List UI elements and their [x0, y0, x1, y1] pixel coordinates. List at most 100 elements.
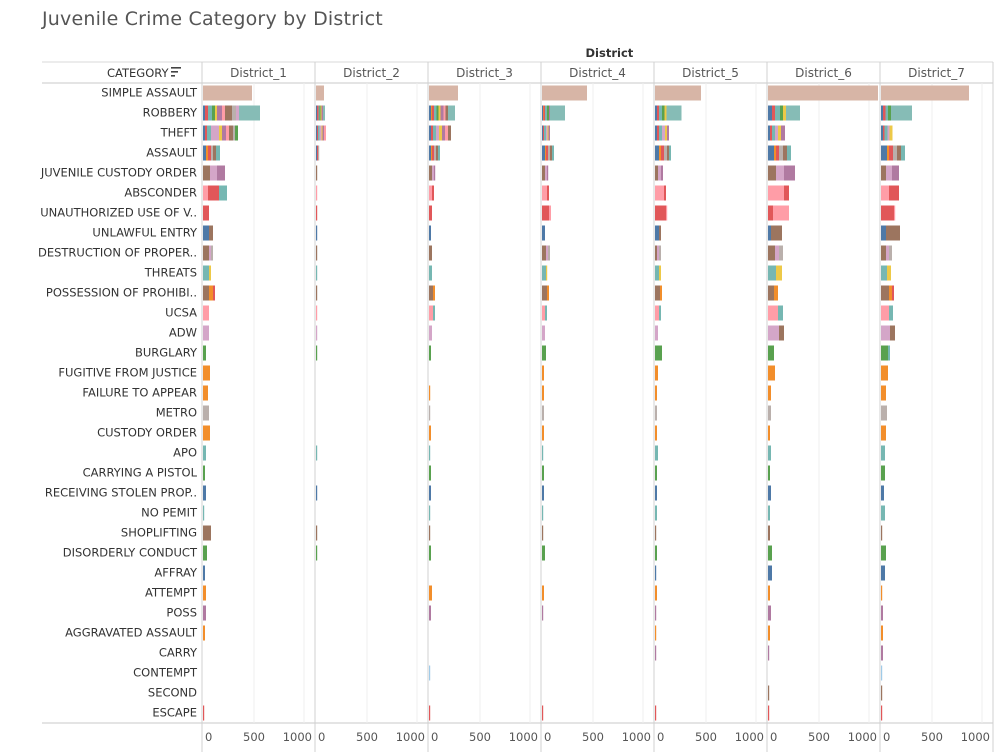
bar-segment[interactable]: [669, 145, 671, 161]
bar-segment[interactable]: [316, 485, 318, 501]
bar-segment[interactable]: [768, 125, 770, 141]
bar-segment[interactable]: [883, 105, 886, 121]
bar-segment[interactable]: [429, 545, 431, 561]
bar-segment[interactable]: [655, 525, 657, 541]
bar-segment[interactable]: [316, 205, 318, 221]
bar-segment[interactable]: [661, 145, 664, 161]
bar-segment[interactable]: [436, 125, 439, 141]
bar-segment[interactable]: [768, 625, 770, 641]
bar-segment[interactable]: [655, 345, 662, 361]
bar-segment[interactable]: [881, 345, 888, 361]
bar-segment[interactable]: [881, 185, 889, 201]
bar-segment[interactable]: [881, 125, 883, 141]
bar-segment[interactable]: [429, 665, 431, 681]
bar-segment[interactable]: [205, 125, 207, 141]
bar-segment[interactable]: [323, 105, 325, 121]
bar-segment[interactable]: [203, 385, 208, 401]
bar-segment[interactable]: [542, 225, 545, 241]
bar-segment[interactable]: [429, 285, 433, 301]
bar-segment[interactable]: [429, 165, 432, 181]
bar-segment[interactable]: [665, 125, 667, 141]
bar-segment[interactable]: [542, 485, 544, 501]
bar-segment[interactable]: [655, 305, 659, 321]
bar-segment[interactable]: [436, 105, 439, 121]
bar-segment[interactable]: [438, 145, 440, 161]
bar-segment[interactable]: [316, 105, 318, 121]
bar-segment[interactable]: [768, 705, 770, 721]
bar-segment[interactable]: [886, 225, 900, 241]
bar-segment[interactable]: [217, 165, 225, 181]
bar-segment[interactable]: [438, 105, 441, 121]
bar-segment[interactable]: [203, 205, 209, 221]
bar-segment[interactable]: [550, 105, 565, 121]
bar-segment[interactable]: [768, 585, 770, 601]
bar-segment[interactable]: [434, 165, 436, 181]
bar-segment[interactable]: [317, 125, 319, 141]
bar-segment[interactable]: [655, 185, 664, 201]
bar-segment[interactable]: [772, 125, 775, 141]
bar-segment[interactable]: [542, 405, 544, 421]
bar-segment[interactable]: [768, 305, 778, 321]
bar-segment[interactable]: [545, 145, 547, 161]
bar-segment[interactable]: [770, 125, 772, 141]
bar-segment[interactable]: [891, 105, 912, 121]
bar-segment[interactable]: [543, 125, 545, 141]
bar-segment[interactable]: [203, 165, 210, 181]
bar-segment[interactable]: [316, 85, 324, 101]
bar-segment[interactable]: [784, 165, 795, 181]
bar-segment[interactable]: [203, 345, 206, 361]
bar-segment[interactable]: [211, 245, 213, 261]
bar-segment[interactable]: [655, 645, 657, 661]
bar-segment[interactable]: [886, 165, 892, 181]
bar-segment[interactable]: [778, 305, 783, 321]
bar-segment[interactable]: [225, 105, 232, 121]
bar-segment[interactable]: [667, 145, 669, 161]
bar-segment[interactable]: [783, 145, 787, 161]
bar-segment[interactable]: [889, 125, 893, 141]
bar-segment[interactable]: [655, 565, 657, 581]
bar-segment[interactable]: [321, 105, 324, 121]
bar-segment[interactable]: [542, 105, 544, 121]
bar-segment[interactable]: [881, 485, 884, 501]
bar-segment[interactable]: [881, 605, 883, 621]
bar-segment[interactable]: [881, 285, 889, 301]
bar-segment[interactable]: [542, 205, 549, 221]
bar-segment[interactable]: [881, 225, 886, 241]
bar-segment[interactable]: [768, 465, 770, 481]
bar-segment[interactable]: [901, 145, 905, 161]
bar-segment[interactable]: [429, 405, 431, 421]
bar-segment[interactable]: [664, 145, 667, 161]
bar-segment[interactable]: [203, 365, 210, 381]
bar-segment[interactable]: [664, 105, 667, 121]
bar-segment[interactable]: [768, 85, 878, 101]
bar-segment[interactable]: [657, 105, 659, 121]
bar-segment[interactable]: [203, 465, 205, 481]
bar-segment[interactable]: [219, 125, 222, 141]
bar-segment[interactable]: [316, 285, 318, 301]
bar-segment[interactable]: [546, 145, 548, 161]
bar-segment[interactable]: [881, 425, 886, 441]
bar-segment[interactable]: [655, 545, 657, 561]
bar-segment[interactable]: [448, 125, 451, 141]
bar-segment[interactable]: [211, 145, 213, 161]
bar-segment[interactable]: [768, 285, 774, 301]
bar-segment[interactable]: [429, 525, 431, 541]
bar-segment[interactable]: [768, 345, 774, 361]
bar-segment[interactable]: [889, 285, 892, 301]
bar-segment[interactable]: [432, 165, 434, 181]
bar-segment[interactable]: [897, 145, 901, 161]
bar-segment[interactable]: [213, 145, 216, 161]
bar-segment[interactable]: [542, 545, 545, 561]
bar-segment[interactable]: [659, 145, 661, 161]
bar-segment[interactable]: [883, 125, 885, 141]
bar-segment[interactable]: [667, 125, 669, 141]
bar-segment[interactable]: [775, 105, 780, 121]
sort-icon[interactable]: [171, 67, 181, 77]
bar-segment[interactable]: [443, 105, 446, 121]
bar-segment[interactable]: [548, 145, 550, 161]
bar-segment[interactable]: [768, 605, 771, 621]
bar-segment[interactable]: [434, 145, 436, 161]
bar-segment[interactable]: [209, 285, 213, 301]
bar-segment[interactable]: [232, 105, 236, 121]
bar-segment[interactable]: [768, 565, 772, 581]
